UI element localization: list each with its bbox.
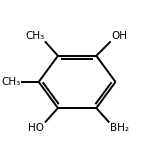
Text: BH₂: BH₂ — [110, 123, 129, 133]
Text: CH₃: CH₃ — [25, 31, 44, 41]
Text: CH₃: CH₃ — [2, 77, 21, 87]
Text: OH: OH — [111, 31, 127, 41]
Text: HO: HO — [28, 123, 44, 133]
